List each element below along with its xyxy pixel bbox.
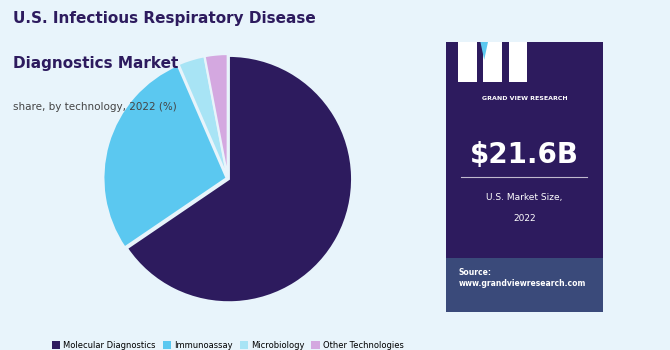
Text: GRAND VIEW RESEARCH: GRAND VIEW RESEARCH [482, 96, 567, 101]
Wedge shape [103, 65, 226, 247]
Wedge shape [127, 56, 352, 302]
Wedge shape [204, 54, 228, 177]
Text: U.S. Market Size,: U.S. Market Size, [486, 193, 563, 202]
Text: 2022: 2022 [513, 215, 535, 224]
Legend: Molecular Diagnostics, Immunoassay, Microbiology, Other Technologies: Molecular Diagnostics, Immunoassay, Micr… [48, 337, 407, 350]
Text: Source:
www.grandviewresearch.com: Source: www.grandviewresearch.com [458, 268, 586, 288]
FancyBboxPatch shape [458, 34, 477, 83]
Text: Diagnostics Market: Diagnostics Market [13, 56, 179, 71]
FancyBboxPatch shape [446, 258, 603, 312]
FancyBboxPatch shape [446, 42, 603, 312]
Wedge shape [178, 56, 227, 177]
FancyBboxPatch shape [509, 34, 527, 83]
Text: U.S. Infectious Respiratory Disease: U.S. Infectious Respiratory Disease [13, 10, 316, 26]
Text: $21.6B: $21.6B [470, 141, 579, 169]
Text: share, by technology, 2022 (%): share, by technology, 2022 (%) [13, 102, 177, 112]
Polygon shape [478, 34, 490, 60]
FancyBboxPatch shape [484, 34, 502, 83]
